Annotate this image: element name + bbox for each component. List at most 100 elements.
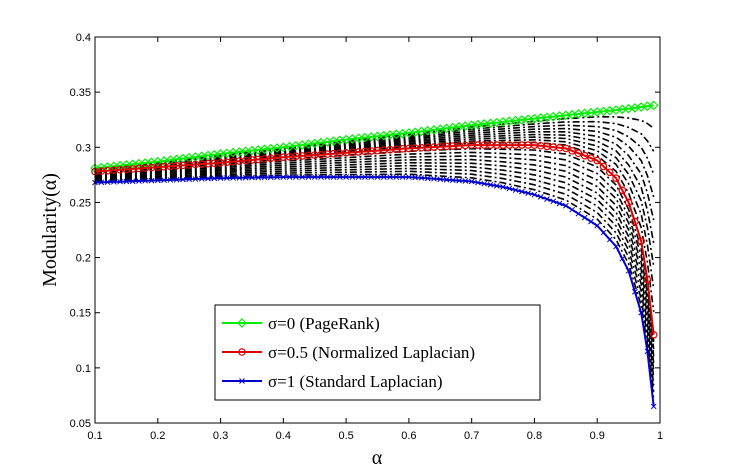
series-point [223, 175, 230, 181]
x-tick-label: 0.4 [276, 430, 291, 442]
series-point [98, 179, 105, 186]
y-tick-label: 0.05 [70, 418, 91, 430]
intermediate-curve [94, 158, 655, 364]
x-tick-label: 0.3 [213, 430, 228, 442]
series-point [205, 175, 211, 182]
series-point [649, 330, 658, 339]
series-point [493, 183, 500, 189]
series-point [588, 218, 594, 225]
series-point [606, 236, 613, 243]
series-point [624, 198, 633, 207]
x-tick-label: 0.2 [150, 430, 165, 442]
series-point [443, 176, 450, 183]
series-point [587, 154, 595, 162]
x-tick-label: 0.7 [464, 430, 479, 442]
series-point [631, 217, 639, 226]
series-point [355, 174, 362, 180]
series-point [637, 237, 645, 245]
x-tick-label: 0.8 [527, 430, 542, 442]
x-tick-label: 0.5 [338, 430, 353, 442]
series-point [550, 198, 557, 205]
series-point [374, 174, 381, 180]
series-point [142, 177, 149, 184]
series-point [468, 178, 475, 185]
series-point [619, 255, 626, 262]
series-point [556, 200, 563, 207]
series-point [581, 214, 588, 221]
series-point [531, 191, 538, 198]
series-line [94, 176, 655, 407]
series-point [418, 175, 425, 181]
legend: σ=0 (PageRank) σ=0.5 (Normalized Laplacia… [214, 304, 541, 401]
series-point [255, 174, 262, 181]
series-point [380, 174, 387, 180]
series-point [318, 174, 324, 180]
series-point [280, 174, 287, 180]
y-tick-label: 0.2 [76, 253, 91, 265]
series-point [625, 267, 632, 274]
legend-label: σ=1 (Standard Laplacian) [268, 372, 443, 391]
series-point [311, 174, 318, 180]
series-point [500, 184, 506, 190]
series-point [462, 178, 469, 184]
intermediate-curve [94, 155, 655, 357]
legend-swatch-marker [237, 318, 247, 328]
y-tick-label: 0.3 [76, 142, 91, 154]
series-point [431, 175, 437, 182]
series-point [123, 178, 130, 185]
series-point [618, 186, 627, 195]
series-point [599, 162, 608, 171]
series-point [569, 206, 575, 213]
series-point [612, 174, 620, 182]
series-point [117, 178, 123, 185]
series-point [643, 275, 652, 284]
series-point [336, 174, 343, 180]
series-point [593, 156, 602, 165]
x-tick-label: 0.6 [401, 430, 416, 442]
series-point [638, 309, 645, 316]
y-tick-label: 0.25 [70, 197, 91, 209]
series-point [600, 229, 607, 236]
series-point [519, 188, 525, 195]
series-point [568, 147, 576, 155]
series-point [186, 176, 193, 183]
legend-label: σ=0 (PageRank) [268, 314, 380, 333]
series-point [167, 177, 174, 183]
intermediate-curve [94, 147, 655, 342]
series-point [129, 178, 136, 185]
series-point [506, 185, 513, 192]
series-layer [90, 100, 659, 410]
series-point [286, 174, 293, 180]
y-tick-label: 0.15 [70, 308, 91, 320]
series-point [324, 174, 331, 180]
intermediate-curve [94, 161, 655, 371]
legend-box [214, 304, 541, 401]
series-point [424, 175, 431, 182]
series-point [481, 180, 488, 187]
x-axis-label: α [372, 447, 383, 469]
series-point [648, 100, 659, 111]
series-point [198, 175, 205, 182]
series-point [211, 175, 218, 182]
series-point [613, 243, 619, 250]
y-axis-ticks: 0.05 0.1 0.15 0.2 0.25 0.3 0.35 0.4 [70, 32, 660, 430]
series-point [299, 174, 306, 180]
series-point [362, 174, 368, 180]
series-point [575, 210, 582, 217]
series-point [343, 174, 349, 180]
series-point [154, 177, 161, 184]
series-point [242, 174, 249, 181]
legend-swatch-marker [238, 348, 246, 356]
series-point [580, 151, 589, 160]
series-point [387, 174, 393, 180]
x-tick-label: 0.1 [87, 430, 102, 442]
series-point [605, 168, 614, 177]
series-point [650, 403, 657, 410]
series-point [236, 174, 243, 181]
x-tick-label: 1 [657, 430, 663, 442]
y-tick-label: 0.4 [76, 32, 91, 44]
series-point [475, 179, 481, 186]
series-point [412, 174, 419, 181]
series-point [330, 174, 337, 180]
